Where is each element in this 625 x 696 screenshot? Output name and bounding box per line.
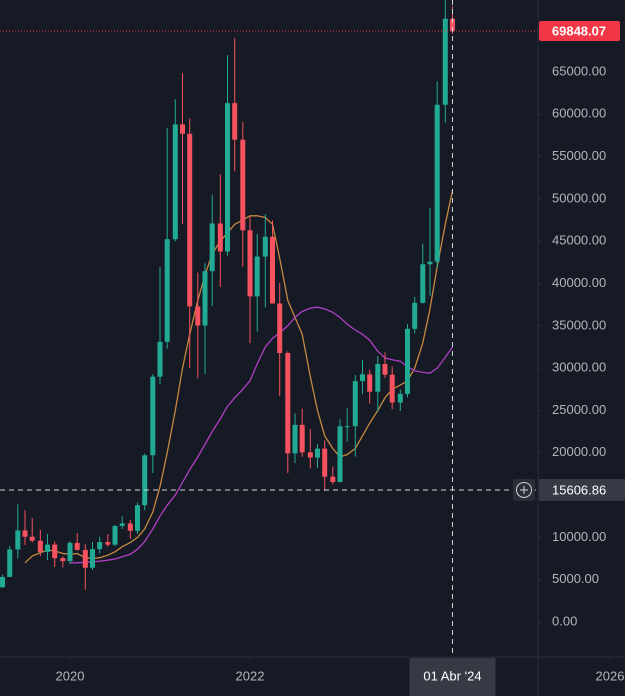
- candle-body: [262, 236, 268, 257]
- candle-body: [307, 452, 313, 458]
- crosshair-date-box: [409, 658, 496, 696]
- candle-body: [45, 544, 51, 552]
- candle-body: [277, 303, 283, 354]
- candle-body: [397, 393, 403, 403]
- y-tick-label: 25000.00: [552, 402, 606, 417]
- y-tick-label: 20000.00: [552, 444, 606, 459]
- y-tick-label: 5000.00: [552, 571, 599, 586]
- y-tick-label: 60000.00: [552, 106, 606, 121]
- axes: 0.005000.0010000.0015000.0020000.0025000…: [56, 20, 625, 696]
- candle-body: [344, 426, 350, 428]
- candle-body: [135, 505, 141, 531]
- candle-body: [97, 542, 103, 550]
- candle-body: [299, 424, 305, 453]
- candle-body: [150, 376, 156, 456]
- candle-body: [164, 239, 170, 342]
- candle-body: [449, 18, 455, 31]
- last-price-label: 69848.07: [552, 23, 606, 38]
- candle-body: [254, 256, 260, 297]
- x-tick-label: 2020: [56, 668, 85, 683]
- candle-body: [37, 540, 43, 552]
- candle-body: [15, 530, 21, 550]
- candle-body: [180, 124, 186, 134]
- candle-body: [29, 536, 35, 541]
- y-tick-label: 0.00: [552, 613, 577, 628]
- x-tick-label: 2022: [236, 668, 265, 683]
- candle-body: [187, 133, 193, 307]
- candle-body: [292, 424, 298, 454]
- candle-body: [352, 381, 358, 427]
- candle-body: [269, 236, 275, 304]
- candle-body: [404, 328, 410, 394]
- candle-body: [0, 576, 6, 588]
- candle-body: [67, 542, 73, 562]
- candle-body: [157, 341, 163, 377]
- candle-body: [52, 544, 58, 559]
- candle-body: [389, 374, 395, 403]
- candle-body: [420, 264, 426, 303]
- y-tick-label: 55000.00: [552, 148, 606, 163]
- candle-body: [142, 455, 148, 506]
- candle-body: [225, 103, 231, 252]
- candle-body: [382, 364, 388, 375]
- y-tick-label: 40000.00: [552, 275, 606, 290]
- candle-body: [127, 523, 133, 531]
- candle-body: [172, 124, 178, 240]
- moving-average-line: [70, 306, 454, 564]
- crosshair-price-label: 15606.86: [552, 482, 606, 497]
- add-alert-button[interactable]: [513, 478, 535, 501]
- y-tick-label: 65000.00: [552, 63, 606, 78]
- candle-body: [240, 139, 246, 231]
- y-tick-label: 35000.00: [552, 317, 606, 332]
- y-tick-label: 45000.00: [552, 233, 606, 248]
- candle-body: [434, 104, 440, 262]
- candle-body: [442, 18, 448, 105]
- candle-body: [232, 103, 238, 140]
- candle-body: [367, 374, 373, 392]
- candle-body: [112, 525, 118, 545]
- candle-body: [60, 558, 66, 562]
- y-tick-label: 50000.00: [552, 190, 606, 205]
- candle-body: [105, 542, 111, 545]
- x-tick-label: 2026: [596, 668, 625, 683]
- candle-body: [119, 523, 125, 526]
- candle-body: [285, 353, 291, 454]
- candle-body: [90, 549, 96, 568]
- y-tick-label: 10000.00: [552, 529, 606, 544]
- candle-body: [314, 448, 320, 458]
- candle-body: [359, 374, 365, 382]
- last-price-box: [539, 20, 620, 41]
- candle-body: [7, 549, 13, 577]
- candle-body: [427, 261, 433, 265]
- candle-body: [375, 364, 381, 392]
- crosshair-date-label: 01 Abr '24: [423, 668, 481, 683]
- candle-body: [412, 302, 418, 329]
- crosshair-price-box: [539, 478, 625, 501]
- candle-body: [202, 271, 208, 326]
- candle-body: [82, 549, 88, 568]
- y-tick-label: 30000.00: [552, 360, 606, 375]
- plot-area: [0, 0, 538, 657]
- candle-body: [74, 542, 80, 550]
- candle-body: [217, 223, 223, 252]
- candle-body: [195, 306, 201, 326]
- add-alert-plus: [520, 485, 528, 494]
- moving-average-line: [24, 190, 454, 564]
- add-alert-icon: [516, 481, 532, 498]
- candle-body: [22, 530, 28, 537]
- candle-body: [330, 476, 336, 482]
- candle-body: [322, 448, 328, 477]
- candle-body: [337, 426, 343, 482]
- candle-body: [247, 230, 253, 297]
- candle-body: [209, 223, 215, 272]
